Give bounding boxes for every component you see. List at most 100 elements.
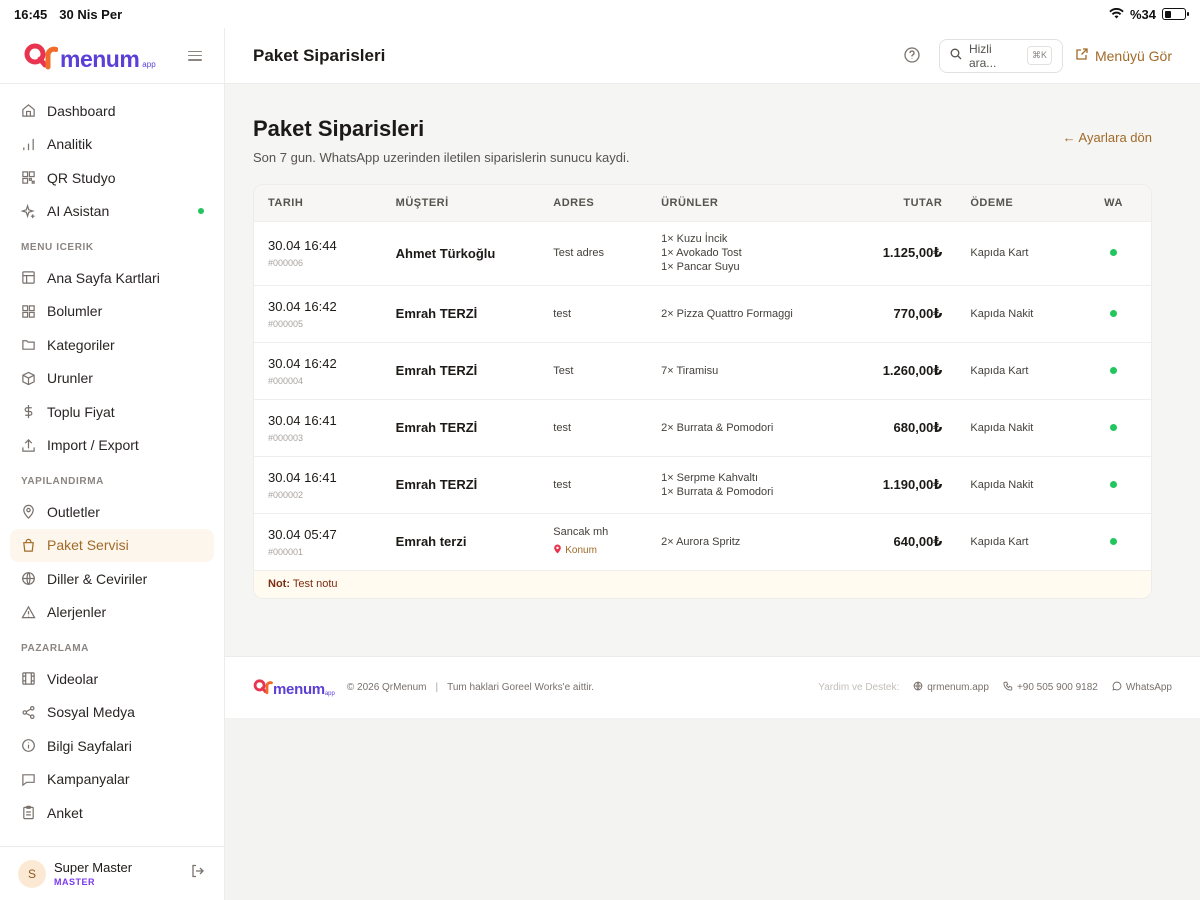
table-row[interactable]: 30.04 05:47 #000001 Emrah terzi Sancak mh Ko… — [254, 512, 1151, 570]
sidebar-item-label: AI Asistan — [47, 203, 110, 220]
footer-website-link[interactable]: qrmenum.app — [913, 681, 989, 694]
footer-phone-link[interactable]: +90 505 900 9182 — [1003, 681, 1098, 694]
column-header-customer: MÜŞTERİ — [381, 185, 540, 221]
table-row[interactable]: 30.04 16:44 #000006 Ahmet Türkoğlu Test adr… — [254, 220, 1151, 285]
sidebar-section-config: YAPILANDIRMA — [21, 476, 104, 487]
order-address: Sancak mh — [553, 526, 609, 538]
order-item: 2× Burrata & Pomodori — [661, 421, 774, 434]
footer-support-label: Yardim ve Destek: — [818, 682, 900, 693]
sidebar-item-toplu-fiyat[interactable]: Toplu Fiyat — [10, 395, 214, 429]
sidebar-item-sosyal-medya[interactable]: Sosyal Medya — [10, 696, 214, 730]
brand-suffix: app — [142, 59, 156, 69]
order-items: 7× Tiramisu — [647, 341, 827, 399]
sidebar: menum app Dashboard Analitik QR Studyo A… — [0, 28, 225, 900]
sidebar-item-bilgi-sayfalari[interactable]: Bilgi Sayfalari — [10, 729, 214, 763]
sidebar-item-analitik[interactable]: Analitik — [10, 128, 214, 162]
order-id: #000003 — [268, 432, 304, 443]
column-header-amount: TUTAR — [826, 185, 957, 221]
order-date: 30.04 16:41 — [268, 469, 337, 485]
payment-method: Kapıda Kart — [970, 535, 1029, 548]
note-label: Not: — [268, 578, 290, 591]
battery-percent: %34 — [1129, 6, 1156, 22]
film-icon — [20, 671, 36, 687]
order-item: 2× Pizza Quattro Formaggi — [661, 307, 793, 320]
order-items: 2× Pizza Quattro Formaggi — [647, 284, 827, 342]
customer-name: Ahmet Türkoğlu — [395, 245, 496, 261]
table-row[interactable]: 30.04 16:41 #000002 Emrah TERZİ test 1× Serp… — [254, 455, 1151, 513]
table-row[interactable]: 30.04 16:42 #000004 Emrah TERZİ Test 7× Tira… — [254, 341, 1151, 399]
sidebar-item-kampanyalar[interactable]: Kampanyalar — [10, 763, 214, 797]
order-item: 1× Avokado Tost — [661, 247, 742, 259]
sidebar-item-label: Paket Servisi — [47, 537, 129, 554]
logout-icon[interactable] — [190, 863, 206, 884]
sidebar-item-import-export[interactable]: Import / Export — [10, 429, 214, 463]
quick-search-input[interactable]: Hizli ara... ⌘K — [938, 38, 1063, 73]
dollar-icon — [20, 404, 36, 420]
help-icon[interactable] — [903, 46, 923, 66]
location-link[interactable]: Konum — [553, 544, 633, 557]
home-icon — [20, 103, 36, 119]
sidebar-item-label: Kampanyalar — [47, 771, 130, 788]
brand-wordmark: menum — [60, 45, 140, 72]
bar-chart-icon — [20, 136, 36, 152]
sidebar-item-kategoriler[interactable]: Kategoriler — [10, 328, 214, 362]
sidebar-item-label: Import / Export — [47, 437, 139, 454]
sidebar-item-label: Urunler — [47, 370, 93, 387]
sidebar-item-ana-sayfa-kartlari[interactable]: Ana Sayfa Kartlari — [10, 261, 214, 295]
sidebar-item-ai-asistan[interactable]: AI Asistan — [10, 195, 214, 229]
footer-logo[interactable]: menum app — [253, 678, 335, 698]
brand-logo[interactable]: menum app — [24, 41, 156, 71]
search-shortcut: ⌘K — [1026, 46, 1052, 65]
sidebar-item-alerjenler[interactable]: Alerjenler — [10, 596, 214, 630]
footer-whatsapp-link[interactable]: WhatsApp — [1112, 681, 1172, 694]
page-subtitle: Son 7 gun. WhatsApp uzerinden iletilen s… — [253, 150, 630, 165]
footer-website: qrmenum.app — [927, 682, 989, 693]
order-amount: 1.190,00₺ — [882, 476, 943, 492]
sidebar-item-videolar[interactable]: Videolar — [10, 662, 214, 696]
order-item: 1× Serpme Kahvaltı — [661, 471, 758, 484]
sidebar-item-diller-ceviriler[interactable]: Diller & Ceviriler — [10, 562, 214, 596]
menu-toggle-icon[interactable] — [188, 50, 202, 61]
order-address: test — [553, 478, 571, 491]
sidebar-item-anket[interactable]: Anket — [10, 796, 214, 830]
top-bar: Paket Siparisleri Hizli ara... ⌘K Menüyü… — [225, 28, 1200, 84]
view-menu-label: Menüyü Gör — [1094, 47, 1172, 64]
payment-method: Kapıda Nakit — [970, 421, 1034, 434]
page-title: Paket Siparisleri — [253, 45, 386, 65]
user-profile[interactable]: S Super Master MASTER — [0, 846, 224, 900]
payment-method: Kapıda Kart — [970, 247, 1029, 259]
sidebar-item-paket-servisi[interactable]: Paket Servisi — [10, 528, 214, 562]
box-icon — [20, 370, 36, 386]
folder-icon — [20, 337, 36, 353]
order-amount: 1.260,00₺ — [882, 362, 943, 378]
table-row[interactable]: 30.04 16:41 #000003 Emrah TERZİ test 2× Burr… — [254, 398, 1151, 456]
sidebar-item-label: QR Studyo — [47, 169, 116, 186]
sidebar-item-bolumler[interactable]: Bolumler — [10, 295, 214, 329]
order-address: test — [553, 307, 571, 320]
info-icon — [20, 738, 36, 754]
back-to-settings-link[interactable]: ← Ayarlara dön — [1062, 130, 1152, 145]
user-name: Super Master — [54, 860, 133, 875]
table-row[interactable]: 30.04 16:42 #000005 Emrah TERZİ test 2× Pizz… — [254, 284, 1151, 342]
order-address: Test adres — [553, 247, 605, 259]
upload-icon — [20, 437, 36, 453]
footer-copyright: © 2026 QrMenum — [346, 682, 427, 693]
sidebar-item-urunler[interactable]: Urunler — [10, 362, 214, 396]
external-link-icon — [1075, 47, 1089, 64]
order-date: 30.04 16:41 — [268, 412, 337, 428]
orders-table: TARIH MÜŞTERİ ADRES ÜRÜNLER TUTAR ÖDEME … — [254, 185, 1151, 598]
sidebar-item-outletler[interactable]: Outletler — [10, 495, 214, 529]
whatsapp-status-dot — [1110, 249, 1118, 256]
sidebar-section-menu: MENU ICERIK — [21, 242, 94, 253]
view-menu-link[interactable]: Menüyü Gör — [1075, 47, 1172, 64]
order-id: #000002 — [268, 489, 304, 500]
sidebar-item-label: Anket — [47, 804, 83, 821]
whatsapp-status-dot — [1110, 480, 1118, 488]
footer-whatsapp: WhatsApp — [1125, 682, 1172, 693]
sidebar-item-dashboard[interactable]: Dashboard — [10, 94, 214, 128]
order-items: 1× Serpme Kahvaltı 1× Burrata & Pomodori — [647, 455, 827, 513]
column-header-payment: ÖDEME — [956, 185, 1077, 221]
payment-method: Kapıda Nakit — [970, 478, 1034, 491]
order-items: 1× Kuzu İncik 1× Avokado Tost 1× Pancar Su… — [647, 220, 827, 285]
sidebar-item-qr-studyo[interactable]: QR Studyo — [10, 161, 214, 195]
